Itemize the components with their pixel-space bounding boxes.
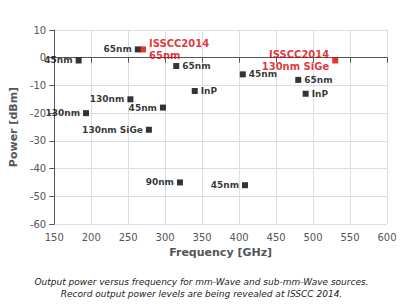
svg-text:InP: InP (201, 86, 218, 96)
svg-text:90nm: 90nm (146, 177, 174, 187)
svg-text:-20: -20 (30, 108, 46, 119)
svg-text:65nm: 65nm (149, 50, 180, 61)
svg-text:45nm: 45nm (211, 180, 239, 190)
svg-text:550: 550 (340, 232, 359, 243)
svg-text:Frequency [GHz]: Frequency [GHz] (169, 246, 272, 259)
svg-text:-50: -50 (30, 191, 46, 202)
svg-text:600: 600 (377, 232, 396, 243)
svg-text:InP: InP (312, 89, 329, 99)
svg-text:ISSCC2014: ISSCC2014 (269, 49, 329, 60)
svg-text:65nm: 65nm (103, 44, 131, 54)
svg-text:65nm: 65nm (304, 75, 332, 85)
svg-text:45nm: 45nm (129, 103, 157, 113)
svg-text:200: 200 (82, 232, 101, 243)
svg-text:-10: -10 (30, 80, 46, 91)
svg-text:400: 400 (230, 232, 249, 243)
svg-text:Record output power levels are: Record output power levels are being rev… (61, 289, 342, 299)
svg-text:130nm: 130nm (45, 108, 80, 118)
svg-text:-40: -40 (30, 163, 46, 174)
svg-text:Output power versus frequency: Output power versus frequency for mm-Wav… (34, 277, 368, 287)
svg-text:150: 150 (45, 232, 64, 243)
svg-text:-60: -60 (30, 219, 46, 230)
svg-text:10: 10 (33, 25, 46, 36)
svg-text:300: 300 (156, 232, 175, 243)
svg-text:ISSCC2014: ISSCC2014 (149, 38, 209, 49)
svg-text:250: 250 (119, 232, 138, 243)
svg-text:45nm: 45nm (44, 55, 72, 65)
svg-text:350: 350 (193, 232, 212, 243)
svg-text:65nm: 65nm (182, 61, 210, 71)
svg-text:500: 500 (304, 232, 323, 243)
svg-text:130nm: 130nm (90, 94, 125, 104)
svg-text:-30: -30 (30, 135, 46, 146)
svg-text:130nm SiGe: 130nm SiGe (82, 125, 143, 135)
svg-text:0: 0 (39, 52, 47, 64)
svg-text:45nm: 45nm (248, 69, 278, 80)
svg-text:130nm SiGe: 130nm SiGe (262, 61, 330, 72)
svg-text:Power [dBm]: Power [dBm] (7, 87, 20, 167)
svg-text:450: 450 (267, 232, 286, 243)
